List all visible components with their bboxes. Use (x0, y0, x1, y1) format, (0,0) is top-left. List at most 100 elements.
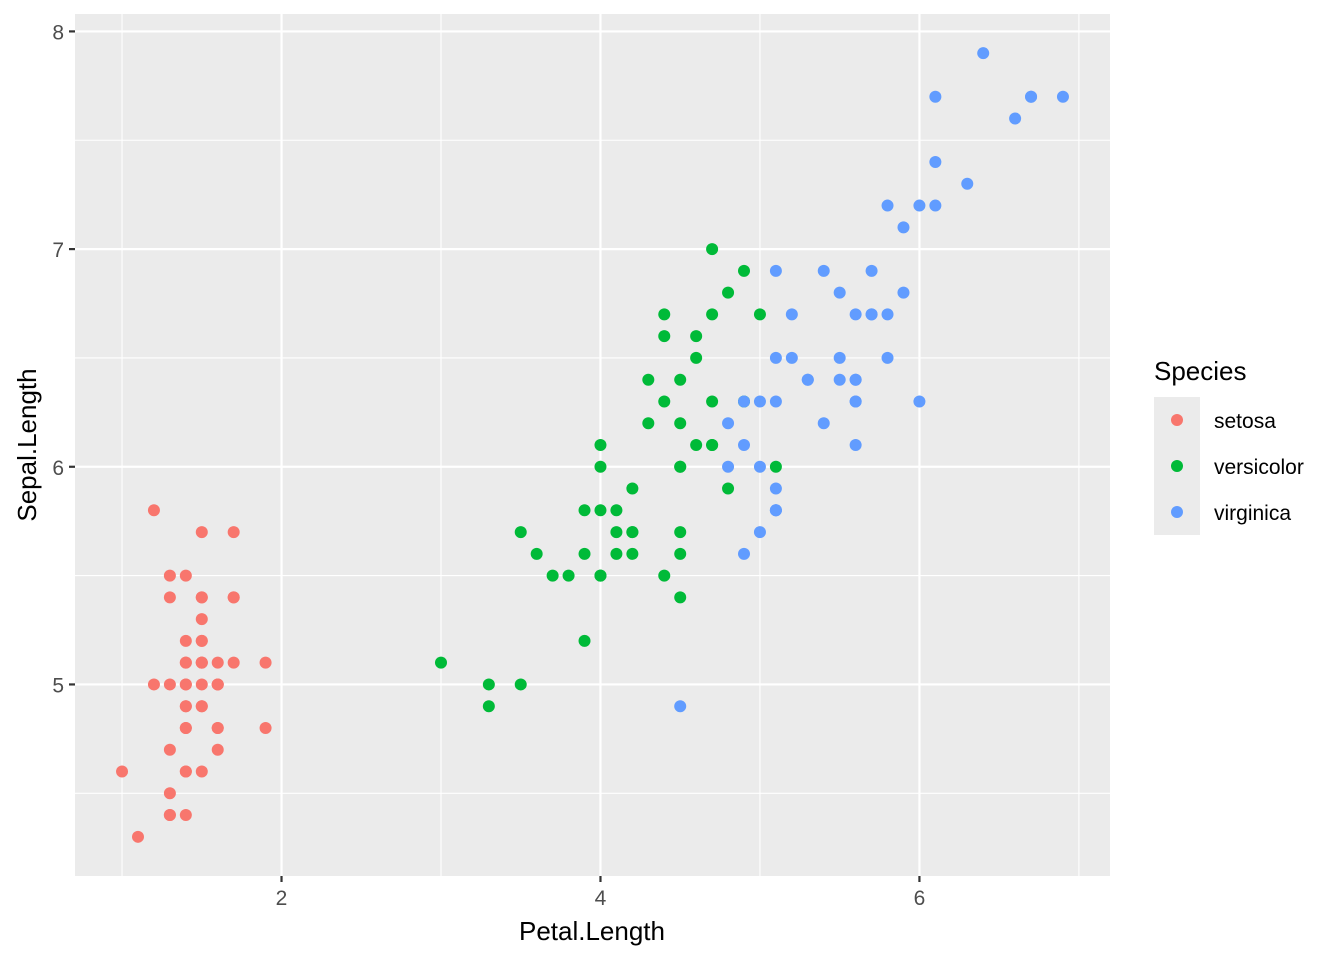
point-virginica (769, 482, 782, 495)
axes: 2 4 6 5 6 7 8 (52, 21, 925, 910)
point-virginica (785, 308, 798, 321)
point-versicolor (690, 351, 703, 364)
point-virginica (833, 373, 846, 386)
point-versicolor (594, 569, 607, 582)
point-versicolor (769, 460, 782, 473)
point-virginica (849, 373, 862, 386)
x-tick-label: 2 (276, 887, 288, 910)
point-versicolor (578, 504, 591, 517)
point-virginica (753, 460, 766, 473)
point-virginica (722, 460, 735, 473)
point-setosa (195, 634, 208, 647)
point-setosa (211, 721, 224, 734)
point-setosa (211, 656, 224, 669)
point-versicolor (514, 678, 527, 691)
y-axis-label: Sepal.Length (12, 368, 42, 521)
point-versicolor (594, 439, 607, 451)
points (116, 47, 1069, 843)
point-versicolor (658, 569, 671, 582)
point-virginica (1025, 90, 1038, 103)
point-setosa (179, 656, 192, 669)
point-virginica (801, 373, 814, 386)
point-setosa (179, 765, 192, 778)
point-versicolor (674, 373, 687, 386)
point-versicolor (530, 547, 543, 560)
point-virginica (769, 504, 782, 517)
point-versicolor (578, 547, 591, 560)
point-setosa (179, 700, 192, 713)
point-versicolor (594, 460, 607, 473)
point-setosa (179, 634, 192, 647)
point-setosa (163, 809, 176, 822)
point-setosa (147, 678, 160, 691)
point-versicolor (738, 264, 751, 277)
legend-title: Species (1154, 356, 1247, 386)
point-setosa (195, 526, 208, 539)
point-versicolor (706, 439, 719, 451)
x-axis-label: Petal.Length (519, 916, 665, 946)
point-versicolor (690, 439, 703, 451)
point-virginica (849, 308, 862, 321)
point-versicolor (658, 395, 671, 408)
point-virginica (769, 351, 782, 364)
legend-key-setosa (1171, 414, 1183, 426)
point-setosa (195, 765, 208, 778)
point-virginica (769, 264, 782, 277)
point-versicolor (706, 308, 719, 321)
point-versicolor (514, 526, 527, 539)
point-setosa (179, 721, 192, 734)
point-virginica (977, 47, 990, 60)
point-virginica (881, 199, 894, 212)
point-versicolor (546, 569, 559, 582)
point-virginica (738, 439, 751, 451)
point-setosa (179, 809, 192, 822)
point-versicolor (706, 243, 719, 256)
gridlines (75, 14, 1110, 876)
point-setosa (116, 765, 129, 778)
point-versicolor (594, 504, 607, 517)
point-virginica (1056, 90, 1069, 103)
point-setosa (259, 656, 272, 669)
point-versicolor (658, 308, 671, 321)
x-tick-label: 4 (595, 887, 607, 910)
point-versicolor (706, 395, 719, 408)
point-versicolor (626, 482, 639, 495)
point-setosa (163, 591, 176, 604)
point-versicolor (674, 591, 687, 604)
y-tick-label: 6 (52, 457, 64, 480)
point-setosa (211, 678, 224, 691)
point-versicolor (674, 526, 687, 539)
point-setosa (211, 743, 224, 756)
point-versicolor (753, 308, 766, 321)
point-setosa (259, 721, 272, 734)
point-virginica (849, 439, 862, 451)
point-versicolor (434, 656, 447, 669)
point-versicolor (642, 417, 655, 430)
point-versicolor (562, 569, 575, 582)
point-virginica (785, 351, 798, 364)
y-tick-label: 7 (52, 239, 64, 262)
point-versicolor (674, 417, 687, 430)
point-versicolor (610, 504, 623, 517)
point-setosa (163, 678, 176, 691)
point-virginica (929, 199, 942, 212)
point-setosa (163, 569, 176, 582)
legend-key-virginica (1171, 506, 1183, 518)
point-virginica (738, 547, 751, 560)
point-versicolor (642, 373, 655, 386)
legend-label: virginica (1214, 502, 1291, 525)
panel-background (75, 14, 1110, 876)
point-virginica (769, 395, 782, 408)
point-virginica (833, 286, 846, 299)
point-setosa (195, 700, 208, 713)
point-virginica (753, 395, 766, 408)
point-virginica (913, 395, 926, 408)
point-setosa (195, 678, 208, 691)
point-virginica (833, 351, 846, 364)
y-tick-label: 8 (52, 21, 64, 44)
point-setosa (163, 743, 176, 756)
point-virginica (817, 264, 830, 277)
legend-key-versicolor (1171, 460, 1183, 472)
point-versicolor (674, 547, 687, 560)
